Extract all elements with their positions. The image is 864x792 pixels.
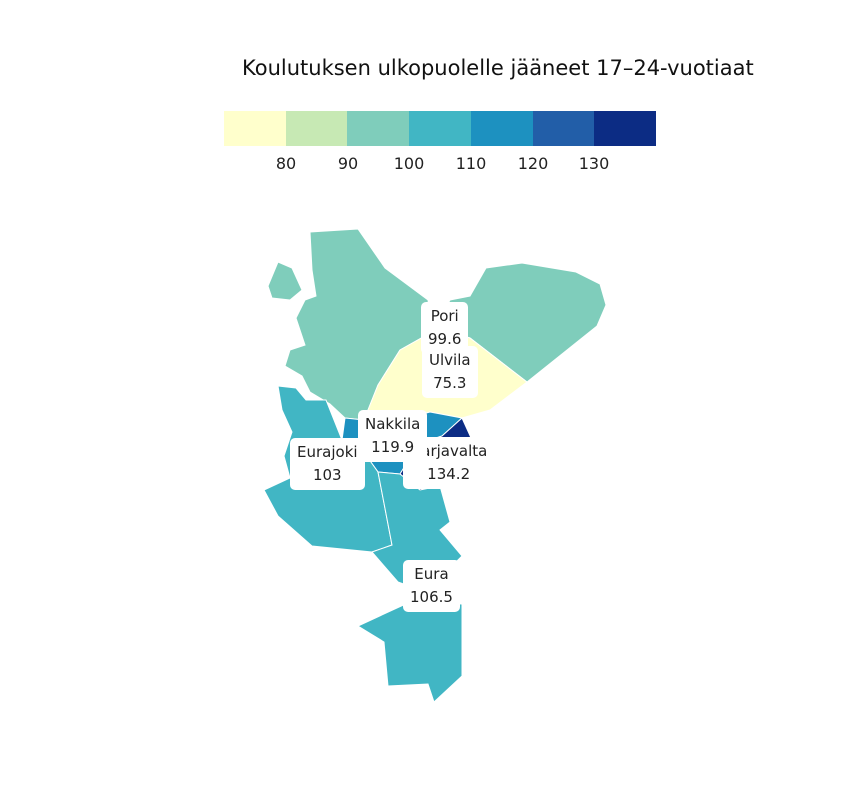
- legend-tick: 100: [393, 154, 425, 173]
- label-pori-value: 99.6: [428, 330, 462, 348]
- legend-tick: 90: [337, 154, 359, 173]
- label-nakkila-value: 119.9: [371, 438, 415, 456]
- legend-swatch-6: [532, 111, 595, 146]
- label-harjavalta: Harjavalta 134.2: [403, 437, 495, 489]
- label-eurajoki-value: 103: [312, 466, 342, 484]
- label-nakkila: Nakkila 119.9: [358, 410, 428, 462]
- legend-tick: 120: [517, 154, 549, 173]
- label-eura-value: 106.5: [410, 588, 453, 606]
- label-ulvila: Ulvila 75.3: [422, 346, 478, 398]
- label-harjavalta-value: 134.2: [427, 465, 471, 483]
- color-legend: [224, 111, 657, 146]
- region-eura-south: [356, 601, 463, 703]
- legend-swatch-3: [347, 111, 410, 146]
- label-eurajoki: Eurajoki 103: [290, 438, 365, 490]
- legend-swatch-1: [224, 111, 286, 146]
- legend-tick: 110: [455, 154, 487, 173]
- legend-ticks: 80 90 100 110 120 130: [224, 154, 656, 176]
- label-eura-name: Eura: [414, 565, 449, 583]
- label-harjavalta-name: Harjavalta: [410, 442, 488, 460]
- legend-tick: 80: [275, 154, 297, 173]
- legend-tick: 130: [578, 154, 610, 173]
- legend-swatch-4: [409, 111, 471, 146]
- region-pori[interactable]: [267, 228, 607, 421]
- legend-swatch-2: [285, 111, 348, 146]
- label-eura: Eura 106.5: [403, 560, 460, 612]
- legend-swatch-5: [470, 111, 533, 146]
- label-nakkila-name: Nakkila: [365, 415, 421, 433]
- label-ulvila-value: 75.3: [433, 374, 467, 392]
- region-pori-island: [267, 261, 303, 301]
- label-ulvila-name: Ulvila: [429, 351, 471, 369]
- label-pori: Pori 99.6: [421, 302, 469, 354]
- label-eurajoki-name: Eurajoki: [297, 443, 358, 461]
- legend-swatch-7: [594, 111, 657, 146]
- map-title: Koulutuksen ulkopuolelle jääneet 17–24-v…: [242, 56, 754, 80]
- label-pori-name: Pori: [430, 307, 459, 325]
